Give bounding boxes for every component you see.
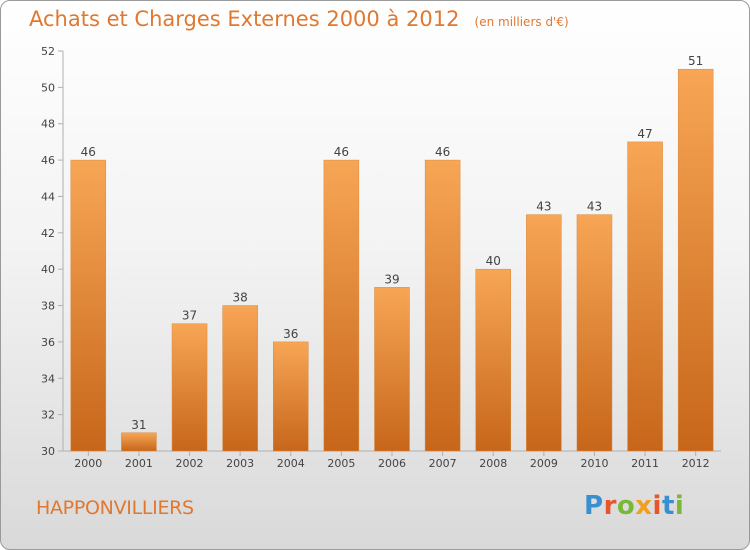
y-tick-label: 40: [41, 263, 55, 276]
bar-2009: [526, 214, 562, 452]
y-tick-label: 34: [41, 372, 55, 385]
x-tick-label: 2002: [176, 457, 204, 470]
x-tick-label: 2012: [682, 457, 710, 470]
chart-title: Achats et Charges Externes 2000 à 2012: [29, 7, 460, 31]
x-axis: 2000 2001 2002 2003 2004 2005 2006 2007 2008 2009…: [63, 450, 721, 470]
x-tick-label: 2003: [226, 457, 254, 470]
x-tick-label: 2007: [429, 457, 457, 470]
data-label: 43: [536, 200, 551, 214]
y-tick-label: 36: [41, 336, 55, 349]
logo-letter: x: [635, 491, 653, 521]
bars: [70, 68, 714, 452]
y-tick-label: 48: [41, 118, 55, 131]
bar-2006: [374, 287, 410, 452]
data-label: 36: [283, 327, 298, 341]
data-label: 37: [182, 309, 197, 323]
proxiti-logo: Proxiti: [584, 491, 684, 521]
data-label: 39: [384, 272, 399, 286]
data-label: 40: [486, 254, 501, 268]
x-tick-label: 2008: [479, 457, 507, 470]
x-tick-label: 2005: [327, 457, 355, 470]
logo-letter: i: [652, 491, 662, 521]
bar-2003: [222, 305, 258, 452]
commune-name: HAPPONVILLIERS: [36, 497, 194, 519]
y-tick-label: 32: [41, 409, 55, 422]
y-tick-label: 46: [41, 154, 55, 167]
x-tick-label: 2011: [631, 457, 659, 470]
logo-letter: r: [603, 491, 617, 521]
y-tick-label: 42: [41, 227, 55, 240]
logo-letter: i: [674, 491, 685, 521]
y-tick-label: 38: [41, 300, 55, 313]
bar-2000: [70, 159, 107, 452]
data-label: 46: [334, 145, 349, 159]
x-tick-label: 2004: [277, 457, 305, 470]
data-labels: 46 31 37 38 36 46 39 46 40 43 43 47 51: [81, 54, 704, 432]
bar-2001: [121, 432, 157, 452]
x-tick-label: 2009: [530, 457, 558, 470]
bar-2002: [171, 323, 208, 452]
bar-2012: [677, 68, 714, 452]
data-label: 47: [637, 127, 652, 141]
x-tick-label: 2000: [74, 457, 102, 470]
y-axis: 30 32 34 36 38 40 42 44 46 48 50 52: [41, 45, 64, 458]
bar-2008: [475, 268, 511, 452]
logo-letter: t: [661, 491, 675, 521]
y-tick-label: 52: [41, 45, 55, 58]
data-label: 38: [233, 291, 248, 305]
bar-2010: [576, 214, 613, 452]
y-tick-label: 30: [41, 445, 55, 458]
x-tick-label: 2010: [580, 457, 608, 470]
data-label: 43: [587, 200, 602, 214]
data-label: 46: [435, 145, 450, 159]
bar-2011: [627, 141, 663, 452]
bar-2004: [273, 341, 309, 452]
data-label: 31: [131, 418, 146, 432]
data-label: 51: [688, 54, 703, 68]
logo-letter: o: [616, 491, 636, 521]
x-tick-label: 2001: [125, 457, 153, 470]
title-block: Achats et Charges Externes 2000 à 2012 (…: [29, 7, 569, 31]
bar-2007: [424, 159, 461, 452]
bar-2005: [323, 159, 360, 452]
y-tick-label: 50: [41, 81, 55, 94]
y-tick-label: 44: [41, 190, 55, 203]
logo-letter: P: [584, 491, 604, 521]
chart-unit: (en milliers d'€): [474, 15, 569, 29]
data-label: 46: [81, 145, 96, 159]
x-tick-label: 2006: [378, 457, 406, 470]
